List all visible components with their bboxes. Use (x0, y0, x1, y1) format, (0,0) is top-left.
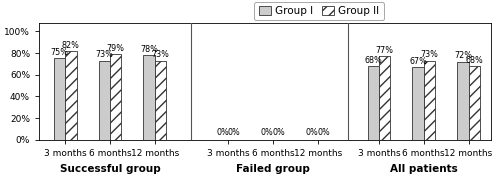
Text: All patients: All patients (390, 164, 458, 174)
Text: 78%: 78% (140, 45, 158, 54)
Bar (468, 66, 480, 140)
Bar (54, 58, 65, 140)
Bar (110, 54, 122, 140)
Bar (368, 66, 379, 140)
Bar (412, 67, 424, 140)
Text: 0%: 0% (272, 128, 285, 137)
Text: 0%: 0% (261, 128, 274, 137)
Bar (457, 62, 468, 140)
Text: 72%: 72% (454, 51, 472, 60)
Text: Failed group: Failed group (236, 164, 310, 174)
Text: 77%: 77% (376, 46, 394, 55)
Bar (98, 61, 110, 140)
Text: 73%: 73% (96, 50, 113, 59)
Legend: Group I, Group II: Group I, Group II (254, 2, 384, 20)
Text: 82%: 82% (62, 41, 80, 50)
Text: 75%: 75% (50, 48, 68, 57)
Bar (424, 61, 435, 140)
Text: 68%: 68% (364, 56, 382, 65)
Text: 0%: 0% (216, 128, 229, 137)
Bar (155, 61, 166, 140)
Text: 73%: 73% (420, 50, 438, 59)
Bar (379, 56, 390, 140)
Text: 79%: 79% (106, 44, 124, 53)
Bar (144, 55, 155, 140)
Bar (65, 51, 76, 140)
Text: 73%: 73% (152, 50, 170, 59)
Text: 68%: 68% (466, 56, 483, 65)
Text: 0%: 0% (228, 128, 240, 137)
Text: 67%: 67% (409, 57, 427, 66)
Text: 0%: 0% (317, 128, 330, 137)
Text: Successful group: Successful group (60, 164, 160, 174)
Text: 0%: 0% (306, 128, 318, 137)
